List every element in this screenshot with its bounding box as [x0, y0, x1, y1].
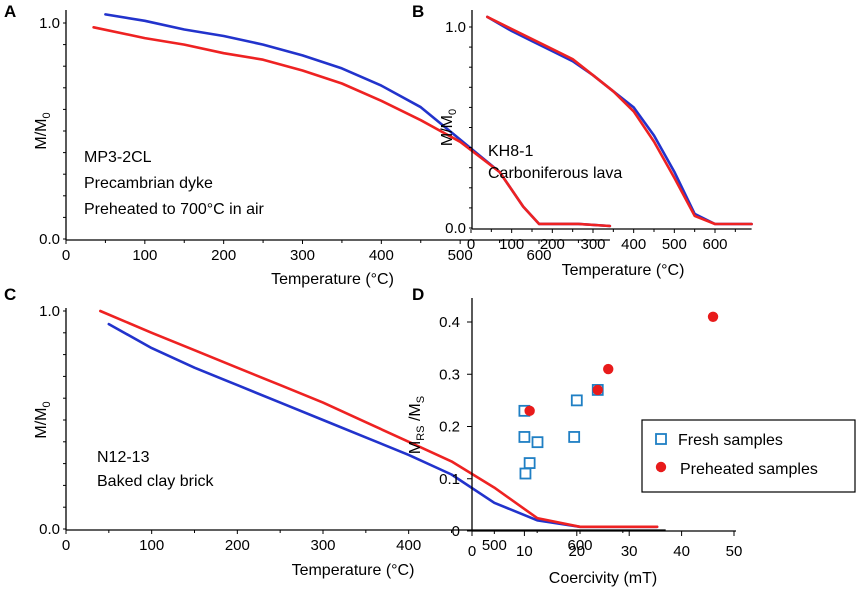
y-tick-label: 0.1	[439, 471, 460, 488]
panel-letter: A	[4, 2, 16, 21]
x-tick-label: 500	[482, 537, 507, 554]
legend: Fresh samples Preheated samples	[641, 419, 856, 493]
fresh-sample-point	[523, 457, 536, 469]
y-tick-label: 0.0	[39, 521, 60, 538]
x-tick-label: 300	[310, 537, 335, 554]
legend-preheated-marker	[655, 461, 667, 473]
x-tick-label: 400	[396, 537, 421, 554]
annotation-line: Preheated to 700°C in air	[84, 201, 265, 218]
annotation-line: MP3-2CL	[84, 149, 152, 166]
x-tick-label: 600	[526, 247, 551, 264]
x-tick-label: 300	[290, 247, 315, 264]
panel-letter: B	[412, 2, 424, 21]
y-label-main: M/M	[33, 119, 50, 150]
annotation-line: Precambrian dyke	[84, 175, 213, 192]
y-tick-label: 0.2	[439, 419, 460, 436]
series-line-red	[485, 15, 753, 226]
preheated-sample-point	[707, 311, 719, 322]
fresh-sample-point	[568, 431, 581, 443]
x-tick-label: 500	[448, 247, 473, 264]
panel-letter: C	[4, 285, 16, 304]
x-tick-label: 0	[62, 247, 70, 264]
panel-b: B 0 100 200 300 400 500 600 0.0 1.0 Temperature (°…	[412, 2, 753, 279]
y-axis-label: MRS /MS	[407, 396, 427, 454]
x-tick-label: 100	[499, 236, 524, 253]
x-tick-label: 400	[369, 247, 394, 264]
x-tick-label: 0	[468, 543, 476, 560]
series-line-blue	[485, 15, 753, 226]
y-label-sub: RS	[415, 425, 427, 440]
y-tick-label: 0.0	[445, 220, 466, 237]
x-tick-label: 300	[580, 236, 605, 253]
y-tick-label: 0.4	[439, 314, 460, 331]
y-axis-label: M/M0	[33, 112, 53, 149]
annotation-line: Carboniferous lava	[488, 165, 622, 182]
y-label-sub: S	[415, 396, 427, 403]
x-tick-label: 600	[702, 236, 727, 253]
y-tick-label: 0	[452, 523, 460, 540]
x-axis-label: Temperature (°C)	[271, 271, 394, 288]
y-tick-label: 1.0	[39, 15, 60, 32]
annotation-line: N12-13	[97, 449, 150, 466]
y-label-sub: 0	[41, 401, 53, 407]
y-axis-label: M/M0	[439, 109, 459, 146]
x-tick-label: 50	[726, 543, 743, 560]
series-line-red	[92, 25, 612, 228]
x-tick-label: 200	[225, 537, 250, 554]
y-label-main: M	[407, 441, 424, 454]
y-label-main: M/M	[33, 408, 50, 439]
y-label-main: M/M	[439, 115, 456, 146]
y-label-sep: /M	[407, 403, 424, 425]
y-tick-label: 0.3	[439, 366, 460, 383]
y-tick-label: 0.0	[39, 231, 60, 248]
y-label-sub: 0	[447, 109, 459, 115]
x-tick-label: 10	[516, 543, 533, 560]
legend-fresh-marker	[655, 433, 667, 445]
x-axis-label: Temperature (°C)	[292, 562, 415, 579]
fresh-sample-point	[531, 436, 544, 449]
x-tick-label: 400	[621, 236, 646, 253]
fresh-sample-point	[570, 394, 583, 407]
x-tick-label: 200	[540, 236, 565, 253]
x-tick-label: 30	[621, 543, 638, 560]
y-label-sub: 0	[41, 112, 53, 118]
x-tick-label: 20	[568, 543, 585, 560]
x-axis-label: Coercivity (mT)	[549, 570, 657, 587]
x-tick-label: 600	[567, 537, 592, 554]
legend-fresh-label: Fresh samples	[678, 432, 783, 449]
panel-letter: D	[412, 285, 424, 304]
panel-a: A 0 100 200 300 400 500 600 0.0 1.0 Temperature (°…	[4, 2, 612, 288]
legend-preheated-label: Preheated samples	[680, 461, 818, 478]
preheated-sample-point	[592, 384, 603, 396]
legend-box	[641, 419, 856, 493]
y-tick-label: 1.0	[39, 303, 60, 320]
x-tick-label: 0	[62, 537, 70, 554]
fresh-sample-point	[518, 431, 531, 443]
x-tick-label: 500	[662, 236, 687, 253]
x-tick-label: 40	[673, 543, 690, 560]
series-line-blue	[104, 13, 612, 228]
x-tick-label: 100	[139, 537, 164, 554]
series-line-red	[99, 309, 659, 529]
preheated-sample-point	[524, 405, 535, 417]
x-axis-label: Temperature (°C)	[562, 262, 685, 279]
preheated-sample-point	[603, 363, 614, 375]
y-tick-label: 1.0	[445, 19, 466, 36]
y-axis-label: M/M0	[33, 401, 53, 438]
x-tick-label: 0	[467, 236, 475, 253]
x-tick-label: 200	[211, 247, 236, 264]
fresh-sample-point	[519, 467, 532, 480]
annotation-line: Baked clay brick	[97, 473, 214, 490]
x-tick-label: 100	[132, 247, 157, 264]
series-line-blue	[107, 322, 659, 529]
annotation-line: KH8-1	[488, 143, 533, 160]
